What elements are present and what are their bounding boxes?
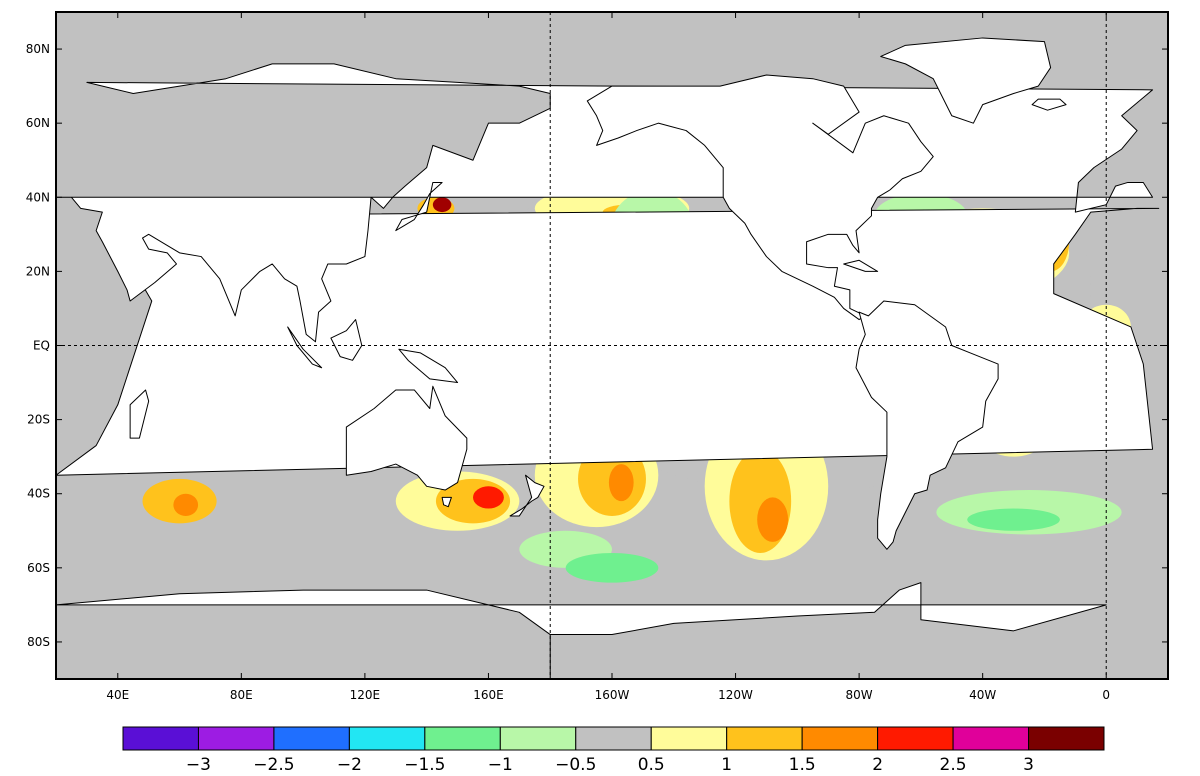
axis-ticks: 80N 60N 40N 20N EQ 20S 40S 60S 80S 40E 80E 120E 160E… [26,12,1168,702]
land-iceland [1031,98,1067,111]
colorbar-swatch [122,726,199,751]
colorbar-swatch [801,726,879,751]
lon-tick-label: 120W [718,688,753,702]
colorbar-swatch [197,726,275,751]
colorbar-label: 0.5 [638,755,665,775]
colorbar-label: −3 [186,755,211,775]
anomaly-warm3-22 [757,497,789,542]
land-south-america [855,300,999,550]
lat-tick-label: 60N [26,116,50,130]
lat-tick-label: 60S [27,561,50,575]
land-tasmania [441,496,452,508]
colorbar-swatch [877,726,954,751]
land-north-america [586,74,934,321]
colorbar-swatch [575,726,652,751]
lat-tick-label: 80N [26,42,50,56]
colorbar-label: −1.5 [404,755,445,775]
colorbar-label: −2 [337,755,362,775]
lon-tick-label: 40W [969,688,996,702]
land-layer [56,37,1160,679]
anomaly-hot-8 [432,197,452,213]
colorbar-swatch [499,726,577,751]
lon-tick-label: 120E [350,688,381,702]
lon-tick-label: 0 [1102,688,1110,702]
colorbar-label: −1 [488,755,513,775]
colorbar-label: 1 [721,755,732,775]
lat-tick-label: 80S [27,635,50,649]
land-australia [345,385,468,491]
colorbar-label: 1.5 [789,755,816,775]
anomaly-warm4-25 [473,486,504,509]
colorbar-label: 3 [1023,755,1034,775]
anomaly-warm3-27 [173,493,199,516]
land-japan [395,181,443,232]
anomaly-warm3-19 [608,464,634,502]
lat-tick-label: 40S [27,487,50,501]
lat-tick-label: 40N [26,190,50,204]
reference-lines [56,12,1168,679]
lat-tick-label: 20N [26,264,50,278]
colorbar-swatch [952,726,1030,751]
lat-tick-label: 20S [27,413,50,427]
plot-area [56,12,1168,679]
anomaly-cool2-29 [565,553,659,583]
land-cuba [843,259,879,272]
anomaly-cool2-31 [967,508,1060,531]
colorbar-label: −2.5 [253,755,294,775]
colorbar-swatch [273,726,350,751]
colorbar: −3 −2.5 −2 −1.5 −1 −0.5 0.5 1 1.5 2 2.5 3 [122,726,1105,775]
lon-tick-label: 160E [473,688,504,702]
land-madagascar [129,389,150,439]
land-antarctica [56,582,1107,679]
colorbar-swatch [1028,726,1105,751]
lon-tick-label: 40E [106,688,129,702]
lon-tick-label: 160W [595,688,630,702]
land-new-zealand [509,474,545,517]
lon-tick-label: 80W [846,688,873,702]
colorbar-label: −0.5 [555,755,596,775]
land-borneo [330,319,363,361]
colorbar-swatch [650,726,728,751]
lon-tick-label: 80E [230,688,253,702]
colorbar-swatch [424,726,501,751]
land-sumatra [287,326,323,369]
land-greenland [880,37,1052,124]
colorbar-label: 2 [872,755,883,775]
lat-tick-label: EQ [33,339,50,353]
colorbar-label: 2.5 [940,755,967,775]
colorbar-swatch [726,726,803,751]
land-new-guinea [398,348,459,384]
colorbar-swatch [348,726,426,751]
